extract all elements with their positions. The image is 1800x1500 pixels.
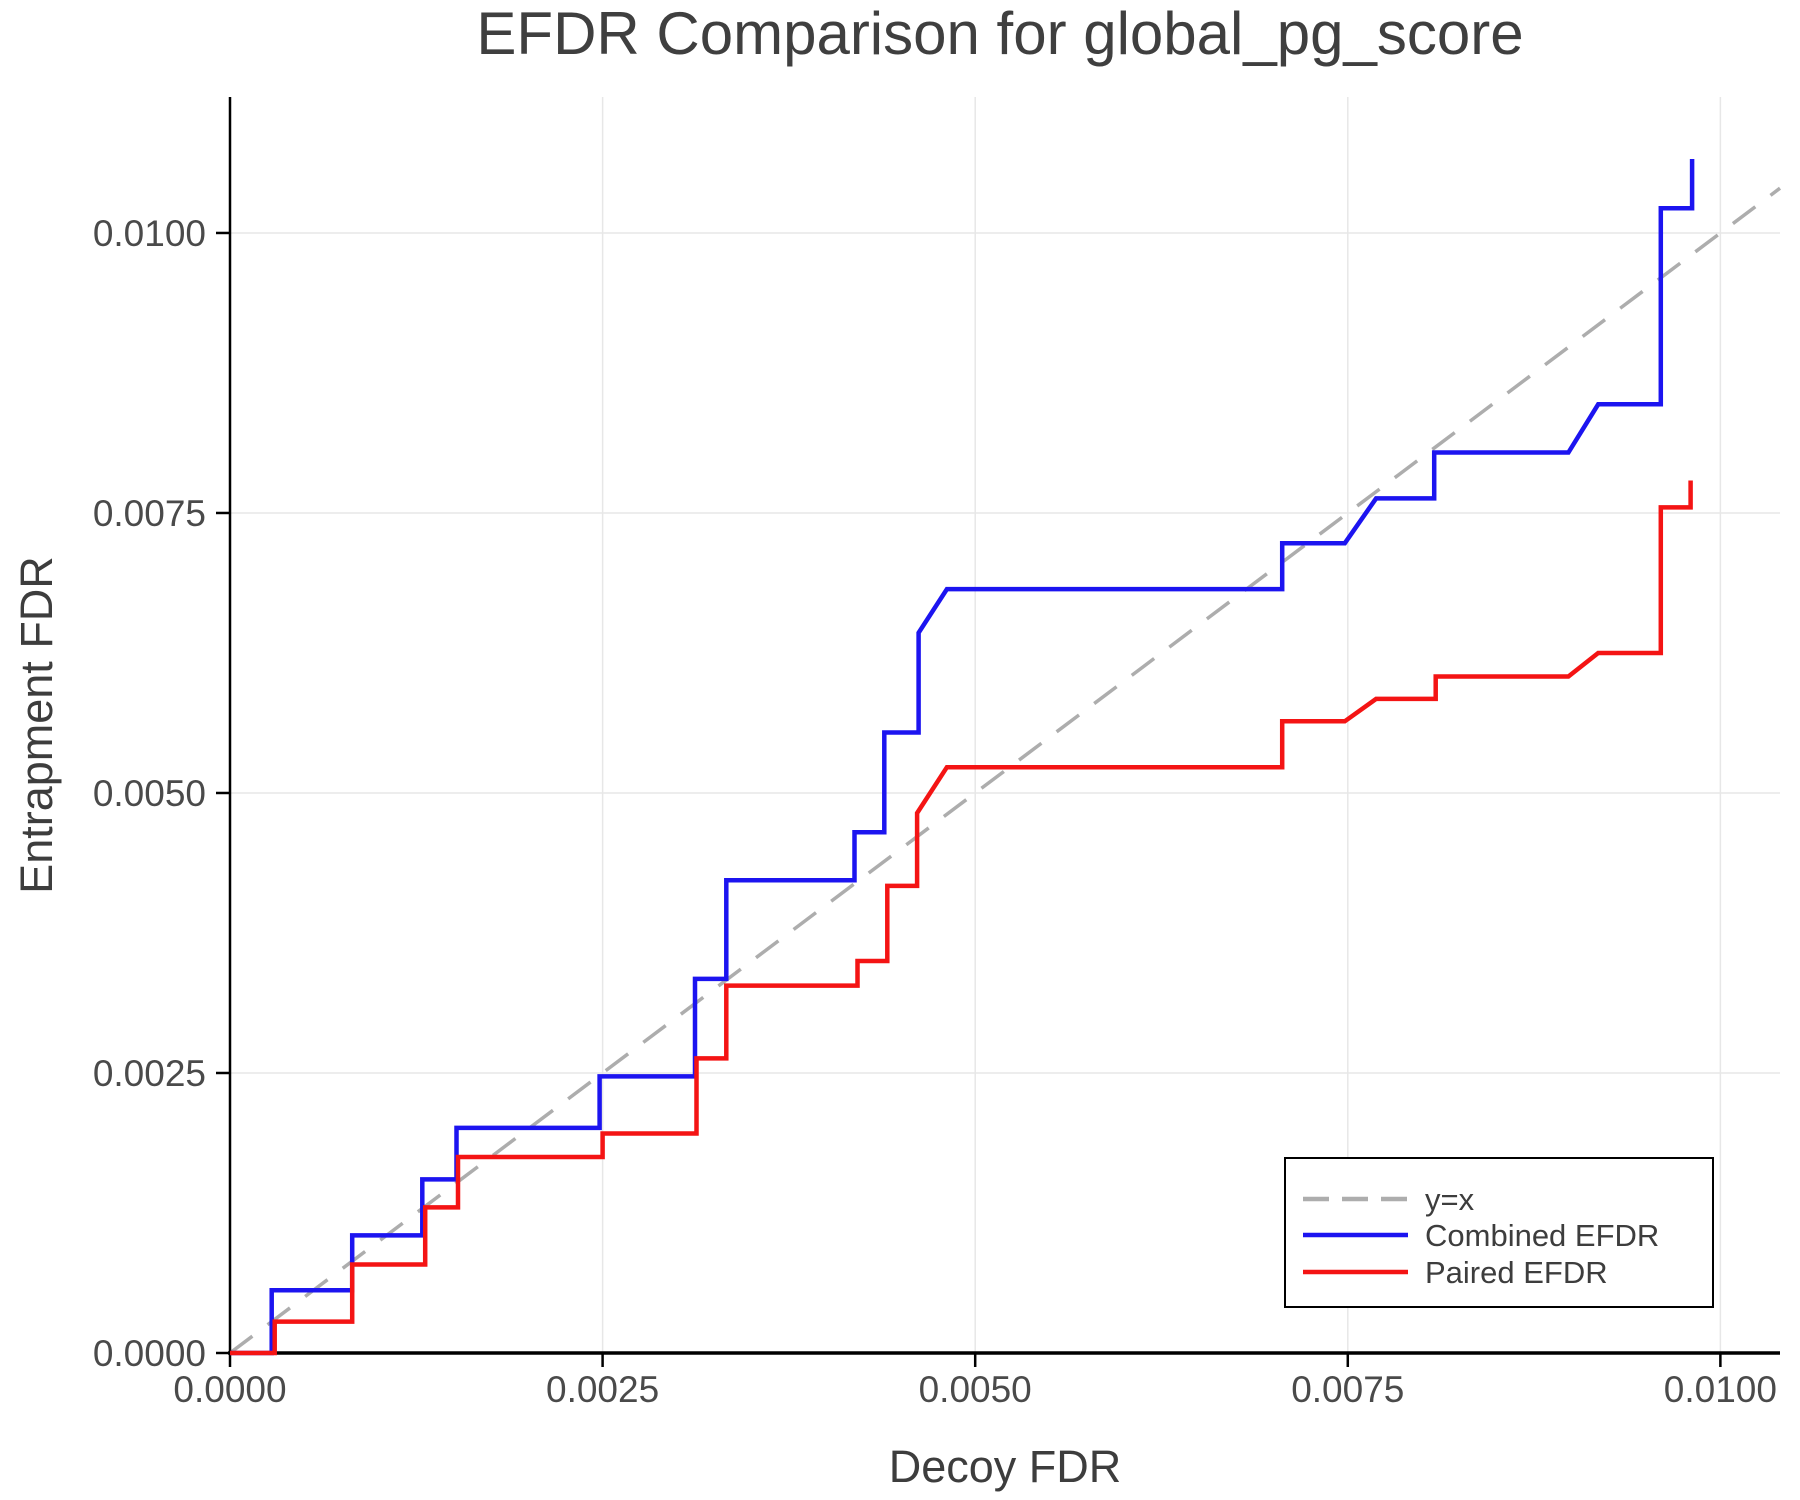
y-tick-label: 0.0050	[93, 773, 206, 814]
paired-efdr-line	[230, 480, 1693, 1356]
x-tick-label: 0.0025	[546, 1369, 659, 1410]
legend-label-combined: Combined EFDR	[1425, 1218, 1659, 1253]
y-axis-label: Entrapment FDR	[11, 556, 62, 894]
x-tick-label: 0.0000	[173, 1369, 286, 1410]
y-tick-label: 0.0025	[93, 1053, 206, 1094]
y-tick-label: 0.0000	[93, 1333, 206, 1374]
y-equals-x-line	[228, 186, 1782, 1355]
y-tick-label: 0.0100	[93, 213, 206, 254]
x-tick-labels: 0.0000 0.0025 0.0050 0.0075 0.0100	[173, 1369, 1777, 1410]
x-tick-label: 0.0075	[1291, 1369, 1404, 1410]
y-tick-labels: 0.0000 0.0025 0.0050 0.0075 0.0100	[93, 213, 206, 1374]
legend-label-yx: y=x	[1425, 1182, 1475, 1217]
combined-efdr-line	[230, 159, 1695, 1356]
x-tick-label: 0.0100	[1664, 1369, 1777, 1410]
legend-box	[1284, 1157, 1714, 1308]
legend-label-paired: Paired EFDR	[1425, 1255, 1608, 1290]
x-axis-label: Decoy FDR	[889, 1441, 1122, 1492]
x-tick-label: 0.0050	[919, 1369, 1032, 1410]
legend: y=x Combined EFDR Paired EFDR	[1284, 1157, 1714, 1308]
y-tick-label: 0.0075	[93, 493, 206, 534]
tick-marks	[216, 231, 1722, 1367]
chart-title: EFDR Comparison for global_pg_score	[476, 0, 1523, 67]
